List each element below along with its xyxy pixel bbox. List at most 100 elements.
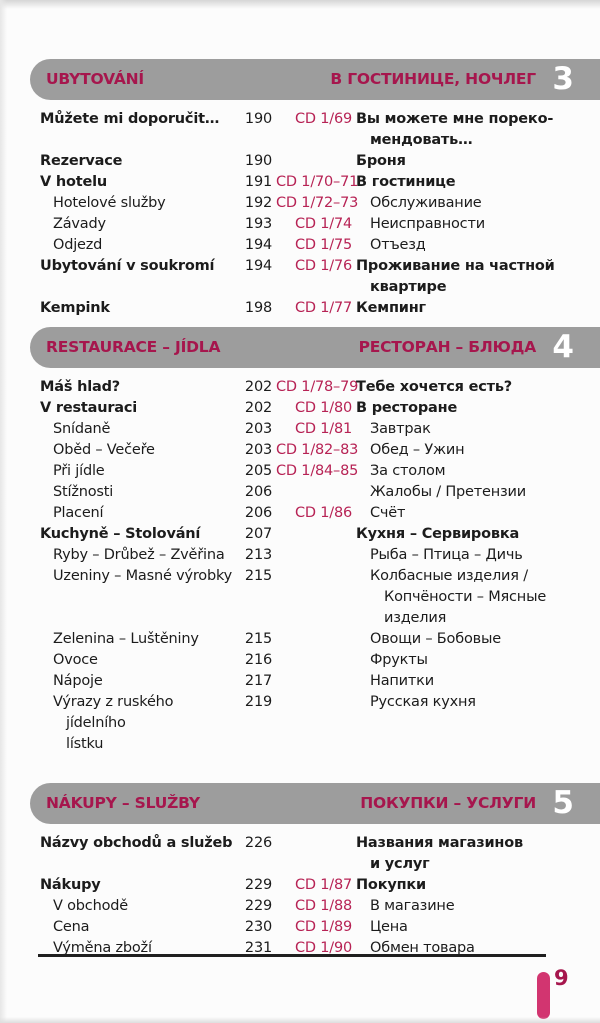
entry-cd-ref xyxy=(276,151,352,172)
section-ubytovani: UBYTOVÁNÍ В ГОСТИНИЦЕ, НОЧЛЕГ 3 Můžete m… xyxy=(0,59,600,319)
entry-cd-ref: CD 1/77 xyxy=(294,300,352,316)
entry-cd-ref: CD 1/69 xyxy=(294,111,352,127)
entry-russian: Тебе хочется есть? xyxy=(356,379,513,395)
toc-row: Ovoce 216 Фрукты xyxy=(40,650,574,671)
section-title-russian: ПОКУПКИ – УСЛУГИ xyxy=(360,794,536,812)
toc-row: Hotelové služby 192 CD 1/72–73 Обслуживание xyxy=(40,193,574,214)
toc-row: Ubytování v soukromí 194 CD 1/76 Проживание… xyxy=(40,256,574,298)
entry-russian: Отъезд xyxy=(370,237,426,253)
entry-czech: Můžete mi doporučit… xyxy=(40,111,220,127)
toc-row: V hotelu 191 CD 1/70–71 В гостинице xyxy=(40,172,574,193)
entry-czech: V hotelu xyxy=(40,174,108,190)
entry-page-number: 202 xyxy=(244,379,272,395)
entry-russian: Овощи – Бобовые xyxy=(370,631,501,647)
entry-czech: Cena xyxy=(53,919,90,935)
entry-russian: Колбасные изделия / Копчёности – Мясные … xyxy=(370,568,547,626)
toc-row: Nákupy 229 CD 1/87 Покупки xyxy=(40,875,574,896)
entry-russian: Напитки xyxy=(370,673,434,689)
entry-page-number: 217 xyxy=(244,673,272,689)
section-number: 3 xyxy=(552,61,574,97)
toc-row: Kempink 198 CD 1/77 Кемпинг xyxy=(40,298,574,319)
entry-russian: Завтрак xyxy=(370,421,431,437)
toc-row: Placení 206 CD 1/86 Счёт xyxy=(40,503,574,524)
entry-cd-ref xyxy=(276,629,352,650)
entry-czech: Rezervace xyxy=(40,153,123,169)
toc-row: V obchodě 229 CD 1/88 В магазине xyxy=(40,896,574,917)
entry-page-number: 215 xyxy=(244,568,272,584)
page-number: 9 xyxy=(554,966,569,990)
entry-czech: V obchodě xyxy=(53,898,128,914)
entry-page-number: 226 xyxy=(244,835,272,851)
entry-czech: Názvy obchodů a služeb xyxy=(40,835,233,851)
entry-page-number: 193 xyxy=(244,216,272,232)
entry-russian: Вы можете мне пореко- мендовать… xyxy=(356,111,554,148)
section-restaurace: RESTAURACE – JÍDLA РЕСТОРАН – БЛЮДА 4 Má… xyxy=(0,327,600,755)
section-title-russian: РЕСТОРАН – БЛЮДА xyxy=(358,338,537,356)
entry-page-number: 229 xyxy=(244,898,272,914)
entry-czech: Výrazy z ruského jídelního lístku xyxy=(53,694,174,752)
toc-row: Oběd – Večeře 203 CD 1/82–83 Обед – Ужин xyxy=(40,440,574,461)
entry-czech: V restauraci xyxy=(40,400,138,416)
entry-cd-ref: CD 1/84–85 xyxy=(276,463,359,479)
entry-russian: Рыба – Птица – Дичь xyxy=(370,547,523,563)
entry-czech: Máš hlad? xyxy=(40,379,120,395)
entry-cd-ref: CD 1/81 xyxy=(294,421,352,437)
entry-czech: Placení xyxy=(53,505,104,521)
section-header: NÁKUPY – SLUŽBY ПОКУПКИ – УСЛУГИ 5 xyxy=(30,783,600,824)
entry-czech: Zelenina – Luštěniny xyxy=(53,631,199,647)
entry-russian: Проживание на частной квартире xyxy=(356,258,555,295)
toc-row: Kuchyně – Stolování 207 Кухня – Сервировка xyxy=(40,524,574,545)
scan-edge-top xyxy=(0,0,600,9)
entry-russian: За столом xyxy=(370,463,446,479)
entry-russian: Счёт xyxy=(370,505,406,521)
toc-row: Uzeniny – Masné výrobky 215 Колбасные изде… xyxy=(40,566,574,629)
entry-page-number: 215 xyxy=(244,631,272,647)
toc-row: Zelenina – Luštěniny 215 Овощи – Бобовые xyxy=(40,629,574,650)
toc-content: UBYTOVÁNÍ В ГОСТИНИЦЕ, НОЧЛЕГ 3 Můžete m… xyxy=(0,59,600,959)
entry-page-number: 191 xyxy=(244,174,272,190)
entry-page-number: 205 xyxy=(244,463,272,479)
entry-russian: В магазине xyxy=(370,898,455,914)
entry-page-number: 230 xyxy=(244,919,272,935)
section-rows: Můžete mi doporučit… 190 CD 1/69 Вы можете … xyxy=(40,109,574,319)
entry-russian: Неисправности xyxy=(370,216,485,232)
entry-czech: Oběd – Večeře xyxy=(53,442,155,458)
entry-cd-ref: CD 1/86 xyxy=(294,505,352,521)
toc-row: Cena 230 CD 1/89 Цена xyxy=(40,917,574,938)
entry-cd-ref: CD 1/78–79 xyxy=(276,379,359,395)
entry-russian: В ресторане xyxy=(356,400,458,416)
entry-russian: Обмен товара xyxy=(370,940,475,956)
entry-czech: Odjezd xyxy=(53,237,103,253)
entry-cd-ref: CD 1/87 xyxy=(294,877,352,893)
entry-page-number: 206 xyxy=(244,505,272,521)
entry-page-number: 192 xyxy=(244,195,272,211)
entry-russian: Фрукты xyxy=(370,652,428,668)
entry-czech: Ovoce xyxy=(53,652,98,668)
toc-row: Můžete mi doporučit… 190 CD 1/69 Вы можете … xyxy=(40,109,574,151)
entry-cd-ref: CD 1/80 xyxy=(294,400,352,416)
section-rows: Názvy obchodů a služeb 226 Названия магази… xyxy=(40,833,574,959)
entry-russian: В гостинице xyxy=(356,174,456,190)
toc-row: Stížnosti 206 Жалобы / Претензии xyxy=(40,482,574,503)
toc-row: Výměna zboží 231 CD 1/90 Обмен товара xyxy=(40,938,574,959)
entry-cd-ref: CD 1/76 xyxy=(294,258,352,274)
entry-czech: Ryby – Drůbež – Zvěřina xyxy=(53,547,225,563)
toc-row: Při jídle 205 CD 1/84–85 За столом xyxy=(40,461,574,482)
entry-russian: Броня xyxy=(356,153,406,169)
toc-row: Nápoje 217 Напитки xyxy=(40,671,574,692)
entry-cd-ref xyxy=(276,650,352,671)
entry-page-number: 229 xyxy=(244,877,272,893)
entry-czech: Kempink xyxy=(40,300,110,316)
section-number: 5 xyxy=(552,785,574,821)
entry-czech: Uzeniny – Masné výrobky xyxy=(53,568,233,584)
section-title-czech: RESTAURACE – JÍDLA xyxy=(46,338,221,356)
toc-row: Snídaně 203 CD 1/81 Завтрак xyxy=(40,419,574,440)
entry-page-number: 198 xyxy=(244,300,272,316)
entry-page-number: 190 xyxy=(244,153,272,169)
entry-cd-ref xyxy=(276,671,352,692)
entry-czech: Při jídle xyxy=(53,463,105,479)
section-header: UBYTOVÁNÍ В ГОСТИНИЦЕ, НОЧЛЕГ 3 xyxy=(30,59,600,100)
entry-cd-ref: CD 1/89 xyxy=(294,919,352,935)
section-rows: Máš hlad? 202 CD 1/78–79 Тебе хочется есть?… xyxy=(40,377,574,755)
entry-czech: Hotelové služby xyxy=(53,195,166,211)
